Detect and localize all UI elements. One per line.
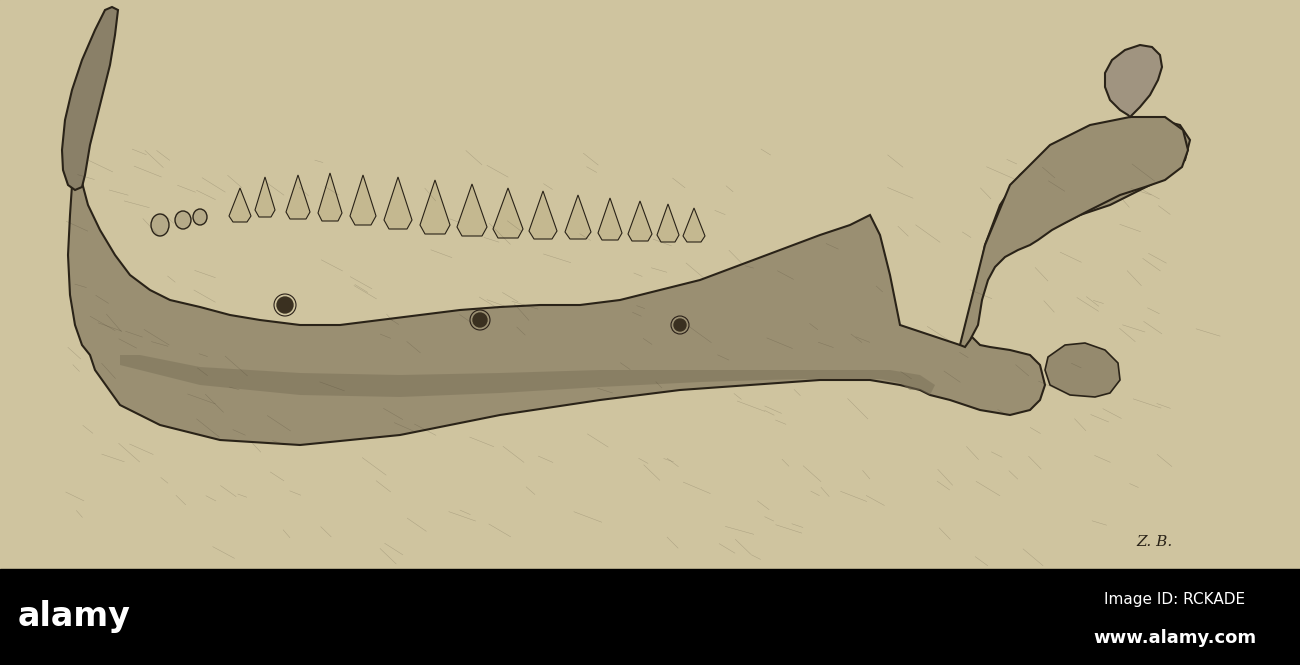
Polygon shape — [682, 208, 705, 242]
Polygon shape — [286, 175, 309, 219]
Polygon shape — [529, 191, 556, 239]
Polygon shape — [350, 175, 376, 225]
Polygon shape — [229, 188, 251, 222]
Polygon shape — [628, 201, 653, 241]
Circle shape — [673, 319, 686, 331]
Polygon shape — [566, 195, 592, 239]
Ellipse shape — [151, 214, 169, 236]
Polygon shape — [493, 188, 523, 238]
Text: alamy: alamy — [18, 600, 131, 633]
Polygon shape — [318, 173, 342, 221]
Polygon shape — [598, 198, 621, 240]
Circle shape — [277, 297, 292, 313]
Bar — [0, 569, 1300, 665]
Polygon shape — [656, 204, 679, 242]
Bar — [0, 0, 1300, 569]
Text: www.alamy.com: www.alamy.com — [1093, 629, 1257, 647]
Ellipse shape — [176, 211, 191, 229]
Polygon shape — [420, 180, 450, 234]
Text: Image ID: RCKADE: Image ID: RCKADE — [1105, 592, 1245, 607]
Polygon shape — [1045, 343, 1121, 397]
Polygon shape — [384, 177, 412, 229]
Polygon shape — [120, 355, 935, 397]
Polygon shape — [68, 120, 1190, 445]
Ellipse shape — [192, 209, 207, 225]
Text: Z. B.: Z. B. — [1138, 535, 1173, 549]
Polygon shape — [458, 184, 488, 236]
Polygon shape — [62, 7, 118, 190]
Polygon shape — [1105, 45, 1162, 117]
Polygon shape — [255, 177, 276, 217]
Polygon shape — [959, 117, 1188, 347]
Circle shape — [473, 313, 488, 327]
